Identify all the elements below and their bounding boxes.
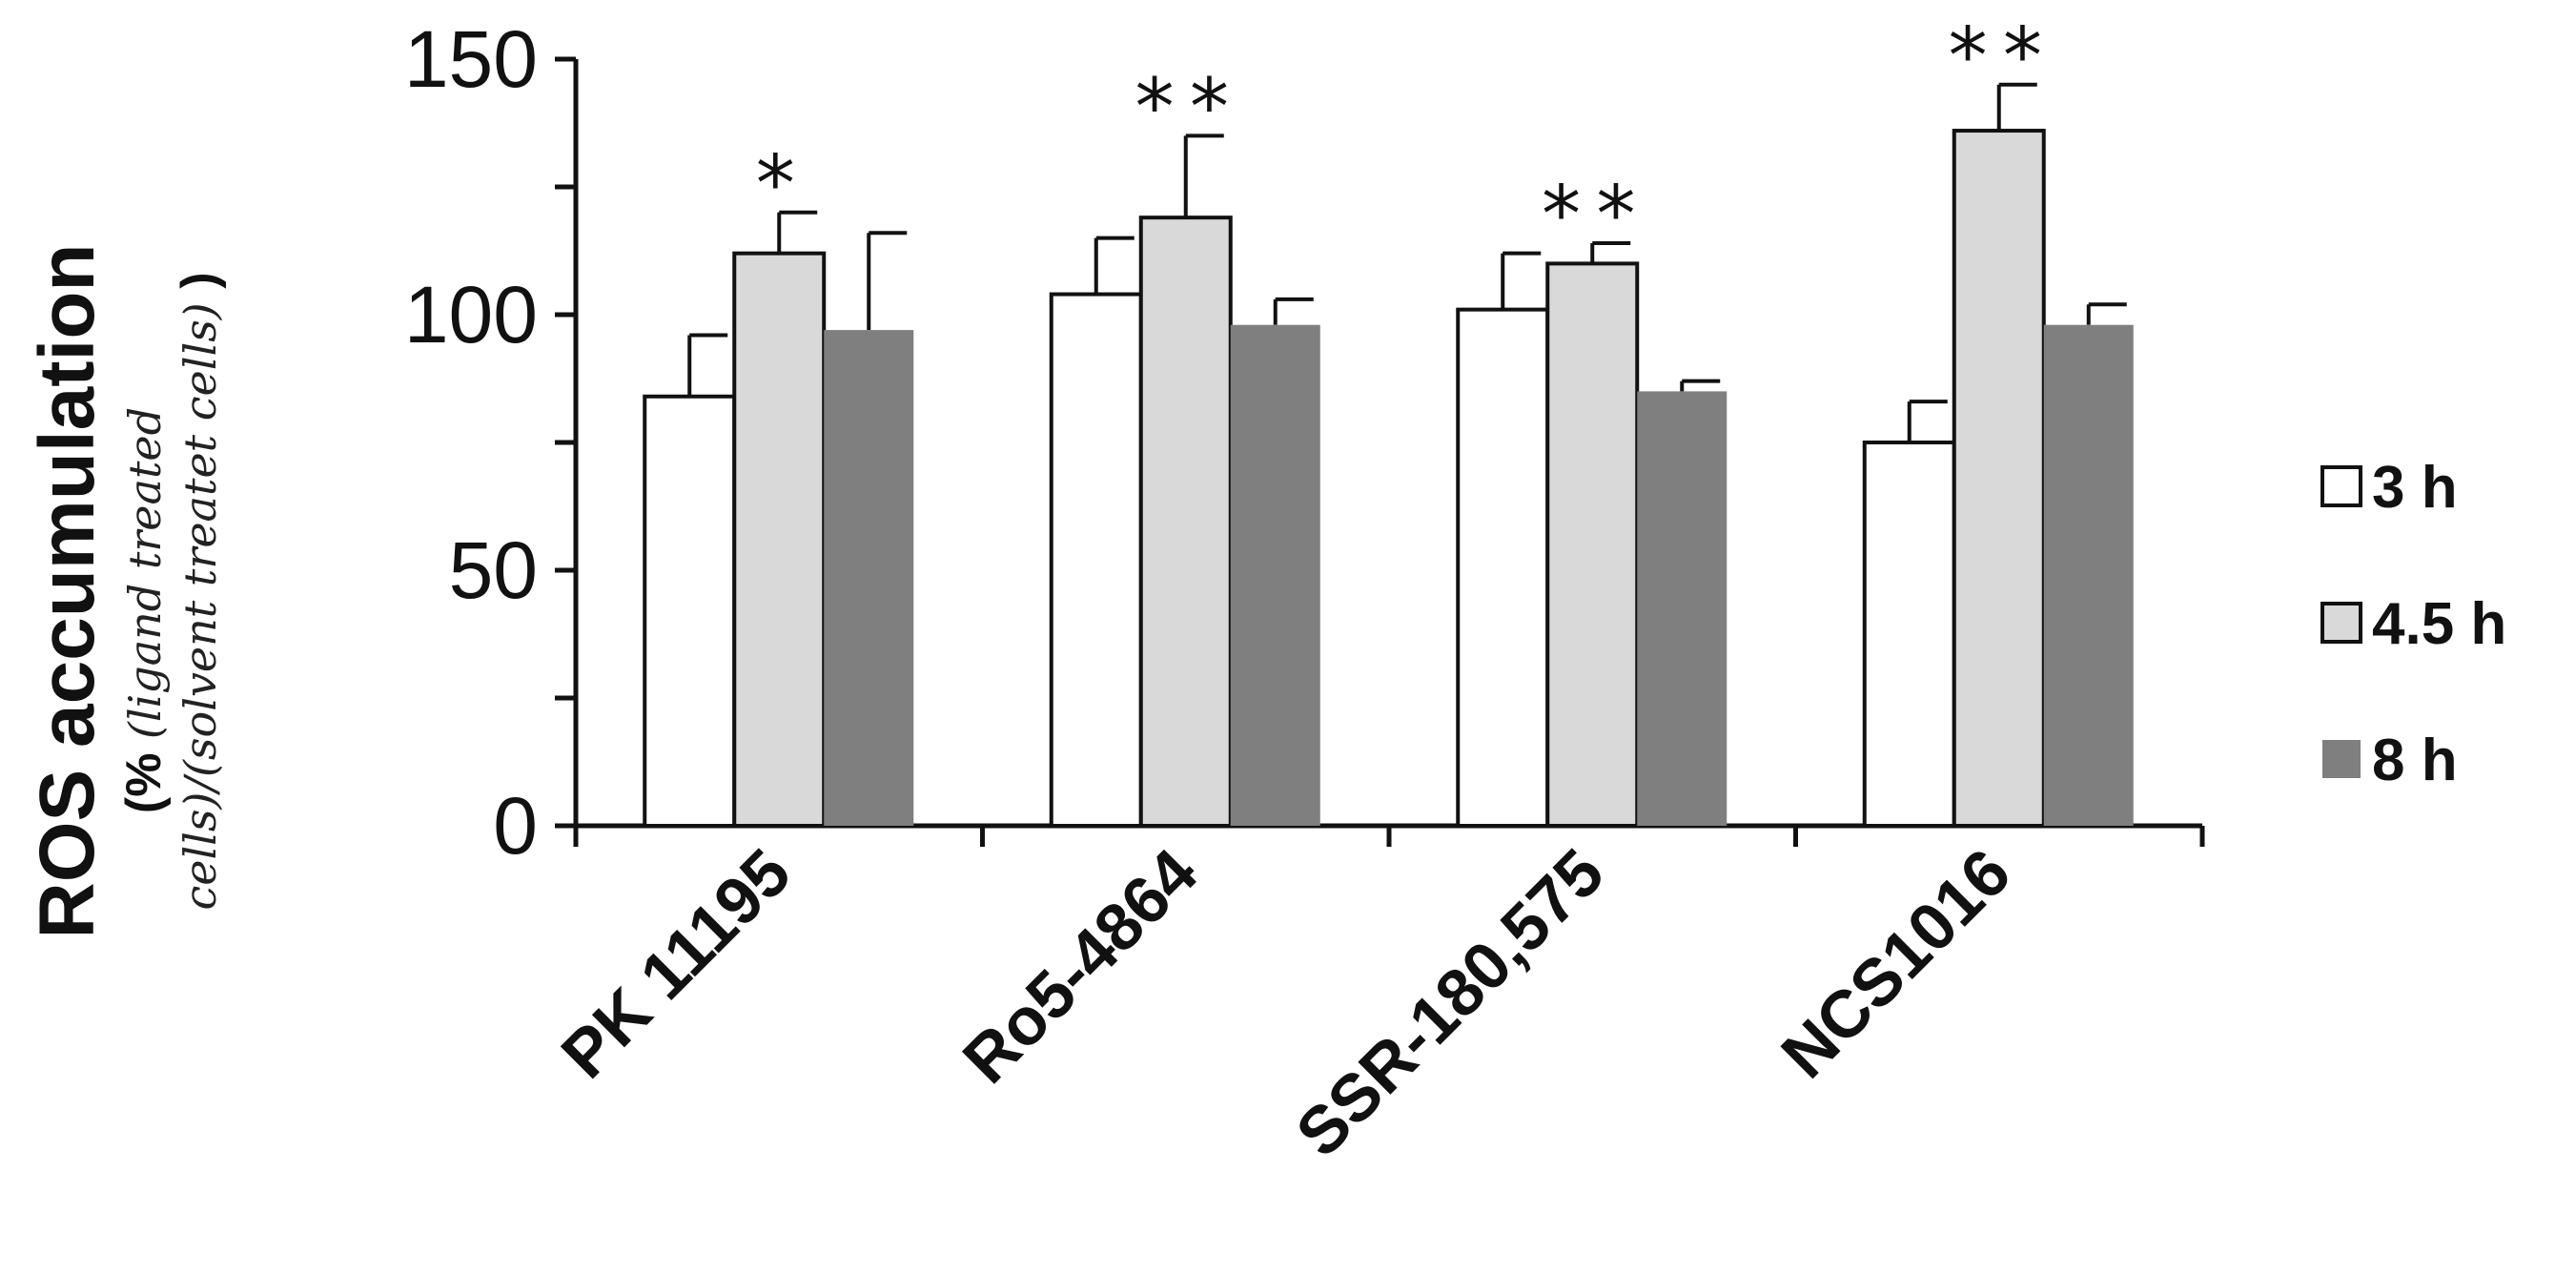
bar (824, 330, 914, 827)
legend-swatch (2320, 465, 2362, 507)
bar (1138, 216, 1233, 829)
legend-label: 4.5 h (2372, 591, 2506, 657)
bar (1545, 261, 1640, 828)
y-axis-title: ROS accumulation (% (ligand treated cell… (24, 243, 227, 938)
x-tick-label: Ro5-4864 (949, 834, 1211, 1097)
legend-swatch (2322, 740, 2361, 778)
y-axis-sublabel-line2: cells)/(solvent treatet cells) (174, 302, 226, 910)
bar (1637, 391, 1728, 826)
significance-marker: ** (1944, 11, 2054, 102)
x-tick-label: NCS1016 (1768, 834, 2025, 1092)
legend-swatch (2320, 602, 2362, 644)
significance-marker: ** (1538, 170, 1647, 260)
legend-label: 8 h (2372, 728, 2458, 793)
y-axis-sublabel-line1: (ligand treated (119, 407, 171, 739)
bar (1862, 441, 1956, 828)
x-tick-label: SSR-180,575 (1282, 834, 1618, 1170)
bar (1952, 129, 2046, 829)
y-axis-sublabel-2: cells)/(solvent treatet cells) ) (172, 272, 227, 910)
bar (1230, 324, 1320, 827)
bar (1049, 292, 1143, 828)
bar (1456, 307, 1550, 828)
bars: ******* (643, 11, 2134, 829)
legend: 3 h 4.5 h 8 h (2320, 455, 2506, 793)
x-tick-label: PK 11195 (547, 834, 805, 1092)
significance-marker: * (752, 139, 807, 230)
legend-label: 3 h (2372, 455, 2458, 521)
y-tick-label: 100 (404, 270, 538, 359)
y-axis-label: ROS accumulation (24, 243, 111, 938)
bar (643, 394, 737, 828)
y-tick-label: 150 (404, 14, 538, 104)
bar (2043, 324, 2134, 827)
bar (732, 251, 827, 828)
x-tick-labels: PK 11195 Ro5-4864 SSR-180,575 NCS1016 (547, 834, 2024, 1170)
y-axis-sublabel: (% (ligand treated (116, 407, 172, 813)
y-tick-label: 50 (449, 525, 538, 615)
y-axis-sublabel-suffix: ) (172, 272, 227, 302)
y-axis-sublabel-prefix: (% (116, 739, 172, 813)
y-tick-label: 0 (493, 781, 538, 871)
significance-marker: ** (1131, 62, 1240, 153)
